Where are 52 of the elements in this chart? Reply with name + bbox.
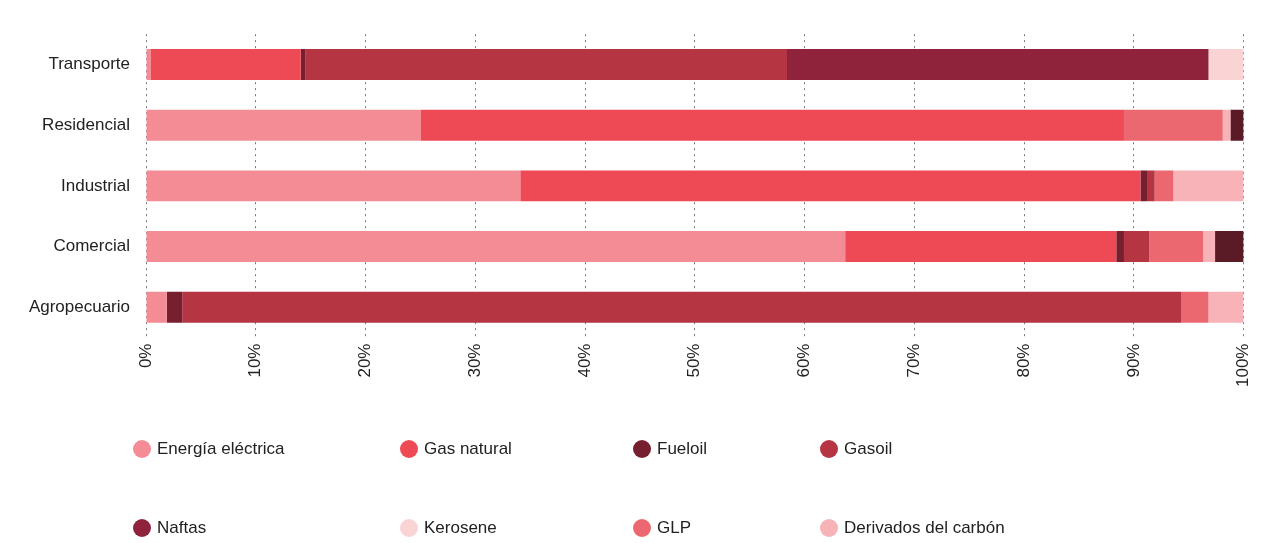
- bar: [1154, 170, 1174, 202]
- legend-label: Gas natural: [424, 439, 512, 459]
- bar: [182, 291, 1182, 323]
- bar: [305, 49, 787, 80]
- legend-label: Naftas: [157, 518, 207, 538]
- bar: [1140, 170, 1148, 202]
- bar: [166, 291, 183, 323]
- legend-label: Kerosene: [424, 518, 497, 538]
- legend-label: Derivados del carbón: [844, 518, 1005, 538]
- x-tick-label: 20%: [355, 343, 375, 378]
- bar: [146, 109, 421, 141]
- bar: [1123, 231, 1150, 262]
- bar: [420, 109, 1124, 141]
- x-tick-label: 90%: [1123, 343, 1143, 378]
- x-tick-label: 30%: [464, 343, 484, 378]
- bar: [520, 170, 1141, 202]
- bar: [300, 49, 306, 80]
- bar: [1147, 170, 1155, 202]
- legend-label: Energía eléctrica: [157, 439, 285, 459]
- x-tick-label: 10%: [245, 343, 265, 378]
- y-tick-label: Industrial: [61, 175, 130, 195]
- x-tick-label: 40%: [574, 343, 594, 378]
- bar: [845, 231, 1117, 262]
- x-tick-label: 70%: [904, 343, 924, 378]
- bar: [150, 49, 301, 80]
- y-tick-label: Agropecuario: [28, 296, 130, 316]
- bar: [1116, 231, 1124, 262]
- y-tick-label: Transporte: [48, 54, 130, 74]
- bar: [787, 49, 1209, 80]
- bar: [1123, 109, 1223, 141]
- bar: [1181, 291, 1209, 323]
- bar: [1230, 109, 1244, 141]
- x-tick-label: 50%: [684, 343, 704, 378]
- bar: [146, 231, 846, 262]
- legend-label: GLP: [657, 518, 692, 538]
- x-tick-label: 60%: [794, 343, 814, 378]
- x-tick-label: 0%: [135, 343, 155, 369]
- bar: [146, 170, 521, 202]
- bar: [1222, 109, 1231, 141]
- bar: [1202, 231, 1216, 262]
- bar: [1173, 170, 1244, 202]
- y-tick-label: Comercial: [53, 236, 130, 256]
- x-tick-label: 80%: [1013, 343, 1033, 378]
- bar: [1208, 49, 1244, 80]
- bar: [1149, 231, 1203, 262]
- legend-label: Gasoil: [844, 439, 893, 459]
- y-tick-label: Residencial: [42, 114, 130, 134]
- legend-label: Fueloil: [657, 439, 708, 459]
- bar: [146, 291, 167, 323]
- bar: [1208, 291, 1244, 323]
- x-tick-label: 100%: [1233, 343, 1253, 387]
- bar: [1215, 231, 1244, 262]
